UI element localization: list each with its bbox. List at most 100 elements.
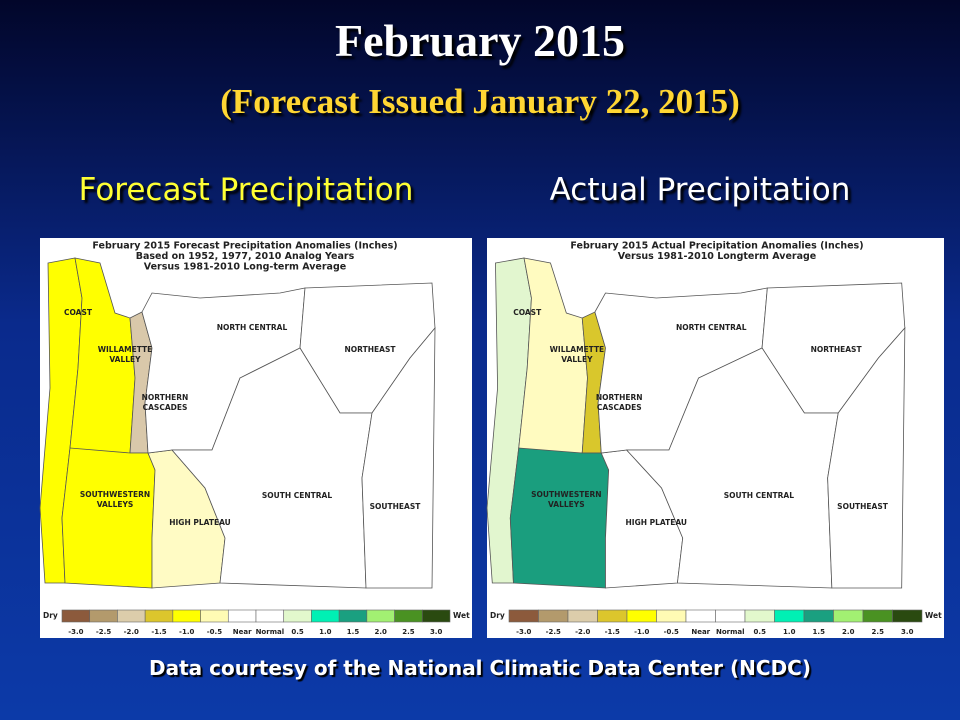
legend-swatch bbox=[774, 609, 805, 623]
legend-swatch bbox=[61, 609, 91, 623]
region-label: VALLEYS bbox=[548, 500, 585, 509]
map-heading: Actual Precipitation bbox=[549, 172, 851, 208]
legend-label: -2.0 bbox=[124, 628, 139, 636]
legend-swatch bbox=[567, 609, 598, 623]
legend-label: Near bbox=[233, 628, 252, 636]
region-label: HIGH PLATEAU bbox=[626, 518, 688, 527]
slide-title: February 2015 bbox=[334, 15, 625, 66]
legend-swatch bbox=[255, 609, 285, 623]
legend-swatch bbox=[597, 609, 628, 623]
legend-swatch bbox=[283, 609, 312, 623]
map-heading: Forecast Precipitation bbox=[78, 172, 414, 208]
map-panel: February 2015 Actual Precipitation Anoma… bbox=[486, 238, 944, 638]
legend-swatch bbox=[200, 609, 229, 623]
legend-swatch bbox=[311, 609, 340, 623]
legend-label: -0.5 bbox=[664, 628, 679, 636]
legend-swatch bbox=[656, 609, 687, 623]
legend-swatch bbox=[862, 609, 893, 623]
region-label: NORTHERN bbox=[142, 393, 189, 402]
legend-label: 0.5 bbox=[754, 628, 767, 636]
legend-label: Normal bbox=[256, 628, 285, 636]
legend-swatch bbox=[89, 609, 118, 623]
region-label: CASCADES bbox=[143, 403, 188, 412]
region-label: CASCADES bbox=[597, 403, 642, 412]
region-label: SOUTHWESTERN bbox=[80, 490, 150, 499]
legend-label: -3.0 bbox=[516, 628, 531, 636]
legend-wet: Wet bbox=[925, 611, 942, 620]
legend-swatch bbox=[366, 609, 395, 623]
region-label: NORTH CENTRAL bbox=[676, 323, 747, 332]
footer: Data courtesy of the National Climatic D… bbox=[148, 656, 811, 680]
legend-label: -3.0 bbox=[68, 628, 83, 636]
legend-label: -1.5 bbox=[605, 628, 620, 636]
legend-swatch bbox=[117, 609, 146, 623]
map-title: Based on 1952, 1977, 2010 Analog Years bbox=[136, 251, 355, 262]
region-label: NORTHEAST bbox=[811, 345, 863, 354]
region-label: SOUTH CENTRAL bbox=[262, 491, 332, 500]
region-label: VALLEY bbox=[109, 355, 141, 364]
legend-swatch bbox=[172, 609, 201, 623]
climate-region bbox=[509, 447, 610, 589]
region-label: COAST bbox=[513, 308, 542, 317]
legend-label: 1.0 bbox=[783, 628, 796, 636]
legend-swatch bbox=[508, 609, 539, 623]
legend-label: Normal bbox=[716, 628, 745, 636]
legend-label: -2.0 bbox=[575, 628, 590, 636]
region-label: SOUTHWESTERN bbox=[531, 490, 601, 499]
legend-swatch bbox=[685, 609, 716, 623]
legend-swatch bbox=[833, 609, 864, 623]
legend-label: 1.5 bbox=[347, 628, 360, 636]
region-label: SOUTHEAST bbox=[837, 502, 889, 511]
map-title: February 2015 Actual Precipitation Anoma… bbox=[570, 241, 863, 252]
region-label: NORTH CENTRAL bbox=[217, 323, 288, 332]
legend-swatch bbox=[394, 609, 423, 623]
legend-swatch bbox=[744, 609, 775, 623]
map-title: Versus 1981-2010 Long-term Average bbox=[144, 262, 346, 273]
slide-subtitle: (Forecast Issued January 22, 2015) bbox=[220, 82, 740, 121]
region-label: VALLEYS bbox=[97, 500, 134, 509]
legend-swatch bbox=[715, 609, 746, 623]
legend-label: -1.0 bbox=[634, 628, 649, 636]
legend-label: Near bbox=[691, 628, 710, 636]
map-panel: February 2015 Forecast Precipitation Ano… bbox=[39, 238, 472, 638]
legend-label: 3.0 bbox=[430, 628, 443, 636]
legend-label: 2.0 bbox=[842, 628, 855, 636]
legend-label: 2.0 bbox=[375, 628, 388, 636]
legend-swatch bbox=[803, 609, 834, 623]
region-label: NORTHEAST bbox=[345, 345, 397, 354]
legend-wet: Wet bbox=[453, 611, 470, 620]
legend-label: 1.5 bbox=[813, 628, 826, 636]
legend-label: 1.0 bbox=[319, 628, 332, 636]
legend-dry: Dry bbox=[43, 611, 58, 620]
legend-swatch bbox=[227, 609, 257, 623]
legend-swatch bbox=[538, 609, 569, 623]
legend-label: 0.5 bbox=[291, 628, 304, 636]
climate-region bbox=[61, 447, 156, 589]
legend-label: -2.5 bbox=[546, 628, 561, 636]
legend-swatch bbox=[626, 609, 657, 623]
legend-swatch bbox=[144, 609, 174, 623]
legend-label: 3.0 bbox=[901, 628, 914, 636]
legend-label: 2.5 bbox=[872, 628, 885, 636]
region-label: COAST bbox=[64, 308, 93, 317]
legend-dry: Dry bbox=[490, 611, 505, 620]
legend-label: -2.5 bbox=[96, 628, 111, 636]
region-label: SOUTH CENTRAL bbox=[724, 491, 794, 500]
legend-swatch bbox=[892, 609, 923, 623]
legend-swatch bbox=[338, 609, 368, 623]
legend-label: 2.5 bbox=[402, 628, 415, 636]
legend-label: -1.0 bbox=[179, 628, 194, 636]
legend-swatch bbox=[421, 609, 451, 623]
region-label: WILLAMETTE bbox=[98, 345, 153, 354]
region-label: HIGH PLATEAU bbox=[169, 518, 231, 527]
region-label: WILLAMETTE bbox=[550, 345, 605, 354]
region-label: VALLEY bbox=[561, 355, 593, 364]
climate-region bbox=[827, 326, 906, 589]
map-title: Versus 1981-2010 Longterm Average bbox=[618, 251, 816, 262]
legend-label: -0.5 bbox=[207, 628, 222, 636]
map-title: February 2015 Forecast Precipitation Ano… bbox=[92, 241, 397, 252]
climate-region bbox=[361, 326, 436, 589]
region-label: SOUTHEAST bbox=[370, 502, 422, 511]
